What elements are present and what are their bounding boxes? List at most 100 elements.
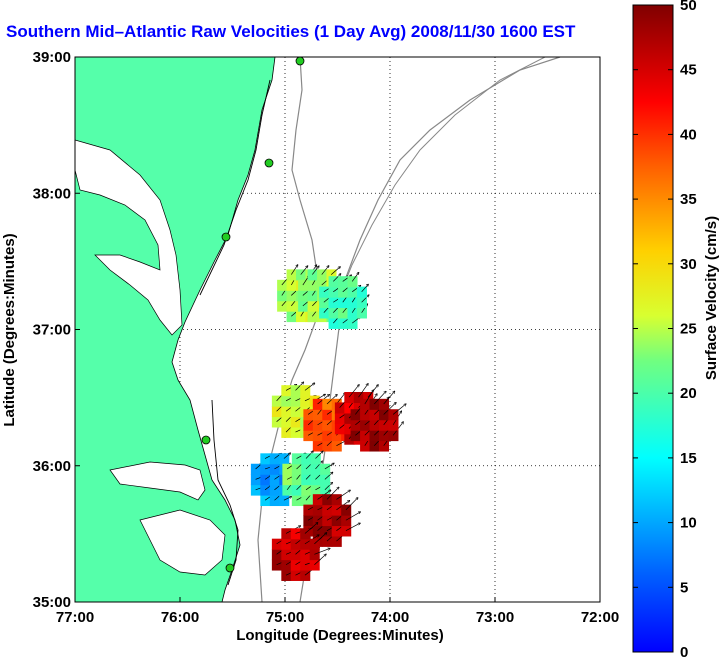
x-tick-label: 74:00 [371,609,409,626]
velocity-cell [331,535,342,547]
velocity-cell [312,409,323,421]
velocity-cell [290,416,301,428]
colorbar-tick-label: 25 [680,321,697,338]
velocity-cell [303,504,314,516]
velocity-arrow [324,463,334,470]
velocity-cell [356,297,367,309]
velocity-cell [369,440,380,452]
velocity-cell [328,317,339,329]
velocity-cell [312,398,323,410]
velocity-cell [338,286,349,298]
velocity-cell [310,453,321,465]
velocity-arrow [345,523,360,531]
velocity-cell [301,474,312,486]
velocity-cell [347,307,358,319]
velocity-cell [341,504,352,516]
velocity-cell [353,402,364,414]
velocity-cell [286,311,297,323]
velocity-arrow [324,483,332,491]
velocity-cell [369,419,380,431]
albemarle-sound [109,461,206,501]
velocity-cell [341,515,352,527]
velocity-cell [309,549,320,561]
axis-ticks: 77:00 76:00 75:00 74:00 73:00 72:00 35:00 36:00… [33,49,620,626]
velocity-cell [271,406,282,418]
velocity-cell [290,538,301,550]
velocity-cell [291,453,302,465]
velocity-arrow [333,274,340,282]
velocity-cell [303,430,314,442]
velocity-cell [309,538,320,550]
velocity-arrow [315,451,322,459]
velocity-cell [388,409,399,421]
velocity-cell [260,474,271,486]
colorbar-tick-label: 15 [680,450,697,467]
velocity-cell [307,311,318,323]
velocity-cell [303,515,314,527]
colorbar [632,4,674,653]
velocity-cell [328,307,339,319]
velocity-cell [281,559,292,571]
velocity-cell [279,495,290,507]
barrier-islands [199,79,271,586]
velocity-arrow [295,382,304,391]
velocity-cell [269,463,280,475]
velocity-cell [298,279,309,291]
velocity-cell [250,474,261,486]
velocity-cell [319,286,330,298]
velocity-cell [310,474,321,486]
velocity-cell [338,276,349,288]
x-axis-label: Longitude (Degrees:Minutes) [236,627,444,644]
velocity-cell [281,395,292,407]
velocity-arrow [300,266,308,275]
velocity-cell [291,484,302,496]
radar-station [264,158,274,168]
velocity-cell [300,528,311,540]
velocity-cell [282,484,293,496]
velocity-cell [347,286,358,298]
velocity-cell [269,453,280,465]
velocity-cell [320,463,331,475]
velocity-arrow [336,490,350,500]
y-tick-label: 37:00 [33,322,71,339]
velocity-cell [353,392,364,404]
x-tick-label: 76:00 [161,609,199,626]
velocity-arrow [364,390,374,405]
velocity-cell [347,276,358,288]
y-tick-label: 39:00 [33,49,71,66]
velocity-cell [360,430,371,442]
velocity-cell [290,406,301,418]
velocity-cell [269,484,280,496]
velocity-cell [378,419,390,431]
velocity-cell [271,549,282,561]
velocity-field [250,265,406,581]
radar-station [225,563,235,573]
velocity-arrow [283,453,290,459]
velocity-cell [378,440,390,452]
velocity-arrow [326,487,339,500]
velocity-cell [312,525,323,537]
velocity-cell [290,395,301,407]
velocity-cell [303,419,314,431]
velocity-cell [286,269,297,281]
velocity-cell [322,494,333,506]
velocity-arrow [321,266,329,275]
velocity-cell [331,525,342,537]
velocity-cell [378,430,390,442]
velocity-cell [250,463,261,475]
colorbar-label: Surface Velocity (cm/s) [703,216,720,380]
bathymetry-contour-3 [337,57,546,301]
velocity-cell [312,504,323,516]
velocity-arrow [358,384,368,398]
velocity-cell [281,528,292,540]
velocity-cell [341,525,352,537]
velocity-cell [307,290,318,302]
velocity-cell [319,297,330,309]
velocity-arrow [312,266,319,275]
velocity-cell [291,463,302,475]
velocity-cell [281,416,292,428]
x-tick-label: 72:00 [581,609,619,626]
velocity-cell [322,504,333,516]
velocity-cell [319,307,330,319]
velocity-cell [322,525,333,537]
